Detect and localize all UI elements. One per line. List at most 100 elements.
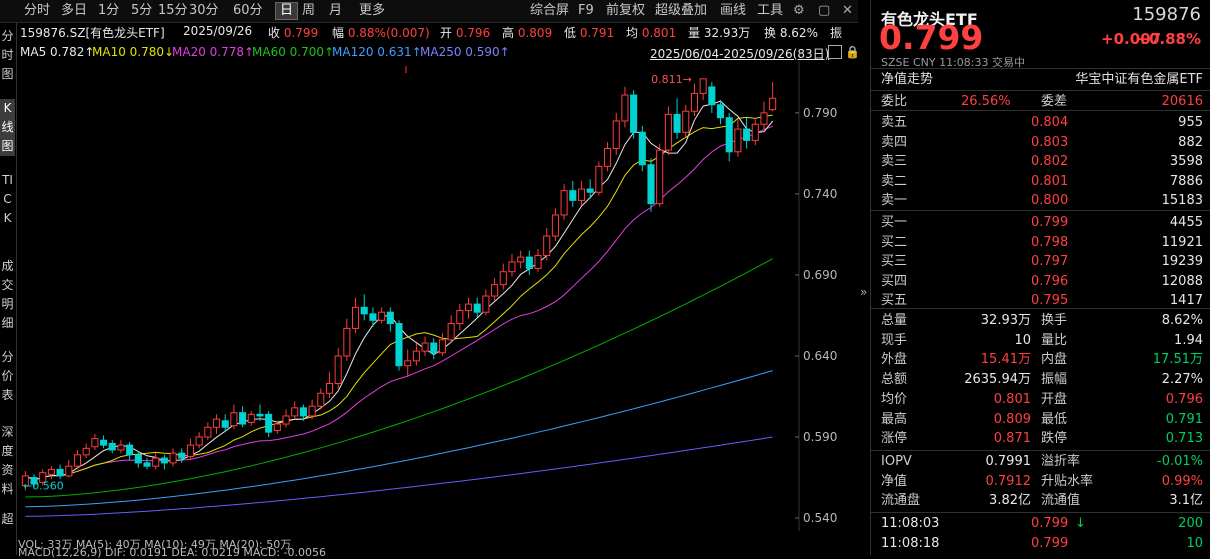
- candle-body[interactable]: [204, 426, 212, 438]
- candle-body[interactable]: [299, 407, 307, 417]
- tool-button-0[interactable]: 综合屏: [530, 3, 570, 18]
- candle-body[interactable]: [499, 271, 507, 286]
- window-icon[interactable]: ▢: [818, 3, 831, 18]
- candle-body[interactable]: [664, 113, 672, 151]
- candle-body[interactable]: [656, 149, 664, 205]
- candle-body[interactable]: [317, 392, 325, 407]
- candle-body[interactable]: [343, 327, 351, 357]
- candle-body[interactable]: [21, 475, 29, 487]
- candle-body[interactable]: [673, 113, 681, 133]
- candle-body[interactable]: [65, 465, 73, 477]
- candle-body[interactable]: [256, 413, 264, 417]
- candle-body[interactable]: [186, 444, 194, 457]
- candle-body[interactable]: [621, 94, 629, 122]
- window-icon[interactable]: [828, 45, 842, 59]
- candle-body[interactable]: [560, 190, 568, 216]
- side-nav-item-0[interactable]: 分时图: [1, 29, 14, 81]
- period-tab-6[interactable]: 60分: [233, 3, 263, 18]
- candle-body[interactable]: [239, 412, 247, 425]
- candle-body[interactable]: [647, 164, 655, 205]
- nav-trend-row[interactable]: 净值走势 华宝中证有色金属ETF: [881, 72, 1203, 87]
- side-nav-item-2[interactable]: TICK: [2, 173, 13, 225]
- candle-body[interactable]: [73, 454, 82, 467]
- candle-body[interactable]: [447, 323, 455, 341]
- candle-body[interactable]: [126, 444, 134, 456]
- candle-body[interactable]: [699, 78, 707, 94]
- side-nav-item-4[interactable]: 分价表: [1, 350, 14, 402]
- period-tab-7[interactable]: 日: [275, 2, 299, 20]
- candle-body[interactable]: [360, 306, 368, 315]
- candle-body[interactable]: [569, 190, 577, 201]
- candle-body[interactable]: [412, 350, 420, 362]
- candle-body[interactable]: [769, 97, 777, 111]
- tool-button-5[interactable]: 工具: [757, 3, 784, 18]
- candle-body[interactable]: [178, 452, 186, 459]
- candle-body[interactable]: [160, 457, 168, 464]
- candle-body[interactable]: [169, 452, 177, 464]
- period-tab-0[interactable]: 分时: [24, 3, 51, 18]
- period-tab-5[interactable]: 30分: [189, 3, 219, 18]
- date-range-label[interactable]: 2025/06/04-2025/09/26(83日): [650, 47, 830, 61]
- candle-body[interactable]: [247, 413, 255, 423]
- candle-body[interactable]: [734, 128, 742, 153]
- candle-body[interactable]: [91, 438, 99, 448]
- candle-body[interactable]: [595, 165, 603, 193]
- candle-body[interactable]: [352, 306, 360, 329]
- candle-body[interactable]: [751, 123, 759, 141]
- tool-button-2[interactable]: 前复权: [606, 3, 646, 18]
- candle-body[interactable]: [334, 355, 342, 385]
- bid-row[interactable]: 买三 0.797 19239: [881, 254, 1203, 270]
- period-tab-3[interactable]: 5分: [131, 3, 153, 18]
- tool-button-1[interactable]: F9: [578, 3, 594, 18]
- candle-body[interactable]: [708, 86, 716, 106]
- candle-body[interactable]: [230, 412, 238, 427]
- candle-body[interactable]: [212, 418, 221, 428]
- candle-body[interactable]: [369, 313, 377, 321]
- lock-icon[interactable]: 🔒: [845, 45, 860, 59]
- candle-body[interactable]: [534, 254, 542, 269]
- side-nav-item-3[interactable]: 成交明细: [1, 259, 14, 330]
- ask-row[interactable]: 卖四 0.803 882: [881, 134, 1203, 150]
- candle-body[interactable]: [195, 436, 203, 446]
- candle-body[interactable]: [551, 214, 559, 237]
- period-tab-1[interactable]: 多日: [61, 3, 88, 18]
- candle-body[interactable]: [473, 303, 481, 313]
- candle-body[interactable]: [82, 447, 90, 456]
- candle-body[interactable]: [517, 256, 525, 263]
- candle-body[interactable]: [464, 303, 473, 312]
- gear-icon[interactable]: ⚙: [793, 3, 805, 18]
- candle-body[interactable]: [716, 104, 725, 119]
- candle-body[interactable]: [273, 423, 281, 432]
- side-nav-item-1[interactable]: K线图: [0, 99, 15, 156]
- bid-row[interactable]: 买一 0.799 4455: [881, 215, 1203, 230]
- candle-body[interactable]: [47, 468, 55, 475]
- candle-body[interactable]: [438, 339, 446, 354]
- candle-body[interactable]: [56, 468, 64, 477]
- tool-button-3[interactable]: 超级叠加: [655, 3, 708, 18]
- candle-body[interactable]: [543, 235, 551, 256]
- candle-body[interactable]: [760, 112, 768, 125]
- candle-body[interactable]: [378, 311, 386, 321]
- candle-body[interactable]: [39, 472, 47, 483]
- bid-row[interactable]: 买二 0.798 11921: [881, 234, 1203, 250]
- candle-body[interactable]: [404, 360, 412, 367]
- candle-body[interactable]: [143, 462, 151, 467]
- candle-body[interactable]: [291, 407, 299, 417]
- candle-body[interactable]: [682, 110, 690, 133]
- ask-row[interactable]: 卖五 0.804 955: [881, 115, 1203, 130]
- candle-body[interactable]: [282, 415, 290, 425]
- side-nav-item-6[interactable]: 超: [1, 512, 14, 526]
- side-nav-item-5[interactable]: 深度资料: [1, 425, 14, 496]
- candle-body[interactable]: [30, 477, 38, 485]
- bid-row[interactable]: 买四 0.796 12088: [881, 273, 1203, 289]
- candle-body[interactable]: [690, 92, 698, 112]
- candle-body[interactable]: [221, 420, 229, 428]
- bid-row[interactable]: 买五 0.795 1417: [881, 293, 1203, 309]
- period-tab-4[interactable]: 15分: [158, 3, 188, 18]
- period-tab-10[interactable]: 更多: [359, 3, 386, 18]
- candle-body[interactable]: [421, 342, 429, 352]
- candle-body[interactable]: [395, 323, 403, 367]
- ask-row[interactable]: 卖三 0.802 3598: [881, 154, 1203, 170]
- collapse-panel-icon[interactable]: »: [860, 285, 868, 299]
- candle-body[interactable]: [525, 256, 533, 269]
